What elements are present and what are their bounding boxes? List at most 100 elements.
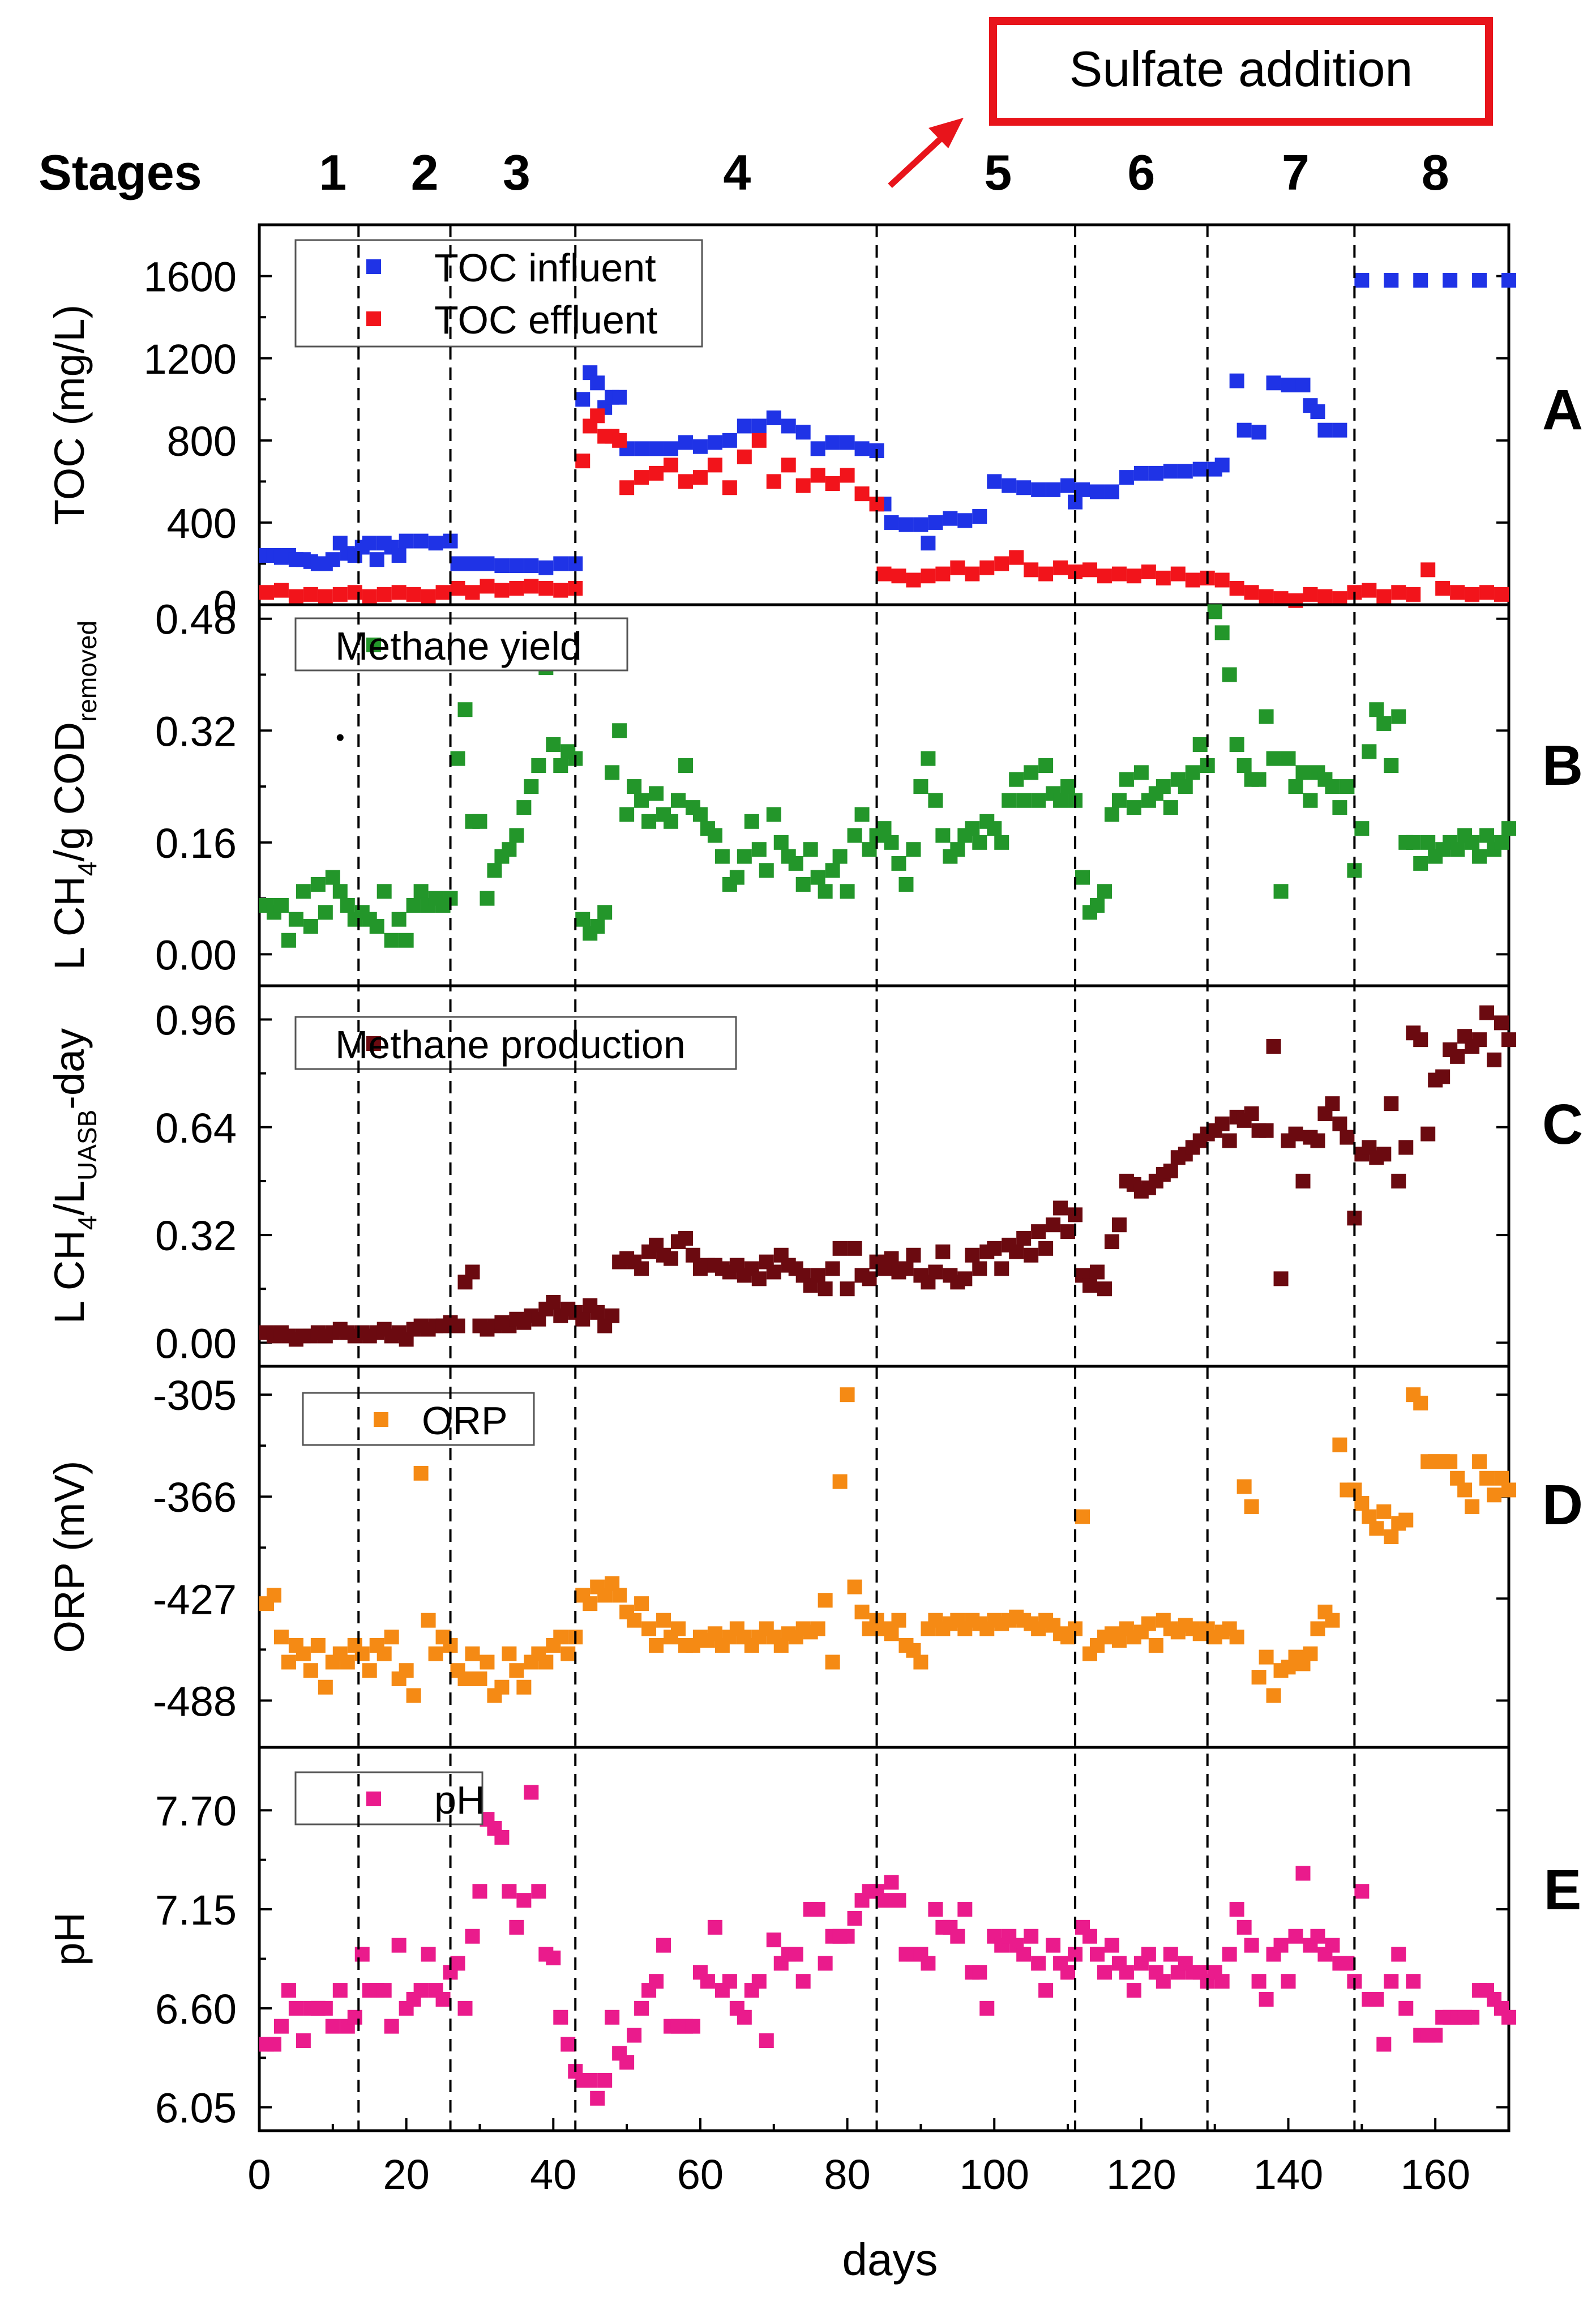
data-point (531, 758, 546, 773)
data-point (509, 580, 524, 596)
data-point (435, 1991, 451, 2007)
data-point (729, 870, 744, 885)
data-point (575, 912, 591, 927)
legend: TOC influent TOC effluent (294, 239, 703, 348)
data-point (664, 441, 679, 456)
sulfate-addition-box (989, 17, 1493, 126)
series-ph (259, 1785, 1516, 2106)
data-point (1229, 580, 1244, 596)
data-point (634, 2000, 649, 2016)
data-point (480, 556, 495, 571)
data-point (1369, 1991, 1384, 2007)
data-point (340, 897, 355, 913)
data-point (1024, 1247, 1039, 1263)
stages-label: Stages (38, 144, 202, 200)
data-point (1362, 583, 1377, 598)
data-point (1031, 1956, 1046, 1971)
data-point (678, 1231, 693, 1246)
data-point (781, 418, 796, 434)
data-point (553, 583, 568, 598)
data-point (1295, 1173, 1311, 1188)
data-point (634, 441, 649, 456)
data-point (913, 1654, 928, 1670)
data-point (641, 1621, 657, 1636)
data-point (590, 2090, 605, 2106)
y-axis-label: L CH4/LUASB-day (46, 1028, 102, 1324)
stage-boundaries (357, 225, 1356, 2131)
data-point (1214, 458, 1230, 473)
data-point (472, 1884, 487, 1899)
data-point (1016, 1231, 1032, 1246)
data-point (707, 435, 722, 450)
data-point (494, 1679, 510, 1695)
data-point (1053, 1200, 1068, 1216)
data-point (1111, 1217, 1127, 1233)
y-tick-label: 0.00 (155, 1320, 237, 1367)
data-point (627, 2028, 642, 2043)
x-tick-label: 160 (1400, 2151, 1470, 2198)
data-point (502, 1884, 517, 1899)
data-point (303, 587, 318, 602)
data-point (921, 536, 936, 551)
data-point (1038, 566, 1054, 582)
data-point (1002, 793, 1017, 808)
data-point (1075, 482, 1090, 497)
data-point (605, 765, 620, 780)
data-point (538, 1654, 554, 1670)
data-point (795, 877, 811, 892)
data-point (957, 1902, 973, 1917)
data-point (854, 807, 870, 822)
series-toc-effluent (259, 408, 1509, 608)
data-point (1024, 765, 1039, 780)
data-point (862, 842, 877, 857)
data-point (854, 441, 870, 456)
legend: ORP (302, 1392, 535, 1446)
data-point (325, 870, 340, 885)
y-axis-label: TOC (mg/L) (46, 305, 93, 525)
data-point (457, 2000, 473, 2016)
data-point (950, 560, 965, 575)
data-point (1413, 856, 1428, 871)
data-point (1031, 1224, 1046, 1239)
data-point (751, 842, 767, 857)
data-point (354, 1646, 370, 1661)
data-point (1259, 1991, 1274, 2007)
data-point (634, 1261, 649, 1276)
data-point (1376, 589, 1392, 604)
data-point (1472, 1032, 1487, 1048)
y-tick-label: 7.70 (155, 1788, 237, 1835)
data-point (1163, 464, 1178, 479)
data-point (281, 1654, 296, 1670)
data-point (737, 849, 752, 864)
data-point (421, 1947, 436, 1962)
data-point (457, 1671, 473, 1686)
data-point (266, 2037, 281, 2052)
legend-label: Methane yield (335, 624, 582, 668)
data-point (546, 1950, 561, 1965)
data-point (1413, 1032, 1428, 1048)
data-point (1340, 779, 1355, 794)
data-point (1156, 1974, 1171, 1989)
data-point (649, 465, 664, 481)
data-point (1501, 821, 1516, 836)
panel-C: 0.00 0.32 0.64 0.96 L CH4/LUASB-day C Methane … (46, 984, 1583, 1368)
y-tick-label: 1600 (143, 254, 237, 301)
data-point (1119, 772, 1134, 787)
data-point (1413, 272, 1428, 288)
data-point (428, 536, 443, 551)
data-point (1016, 793, 1032, 808)
data-point (994, 556, 1009, 571)
y-tick-label: -488 (153, 1678, 237, 1725)
data-point (1479, 1470, 1495, 1486)
data-point (876, 821, 892, 836)
data-point (1288, 1126, 1303, 1141)
data-point (1214, 1974, 1230, 1989)
x-tick-label: 60 (677, 2151, 724, 2198)
data-point (1259, 709, 1274, 724)
data-point (1229, 1630, 1244, 1645)
data-point (795, 425, 811, 440)
data-point (649, 1638, 664, 1653)
data-point (509, 1919, 524, 1935)
data-point (384, 933, 399, 948)
